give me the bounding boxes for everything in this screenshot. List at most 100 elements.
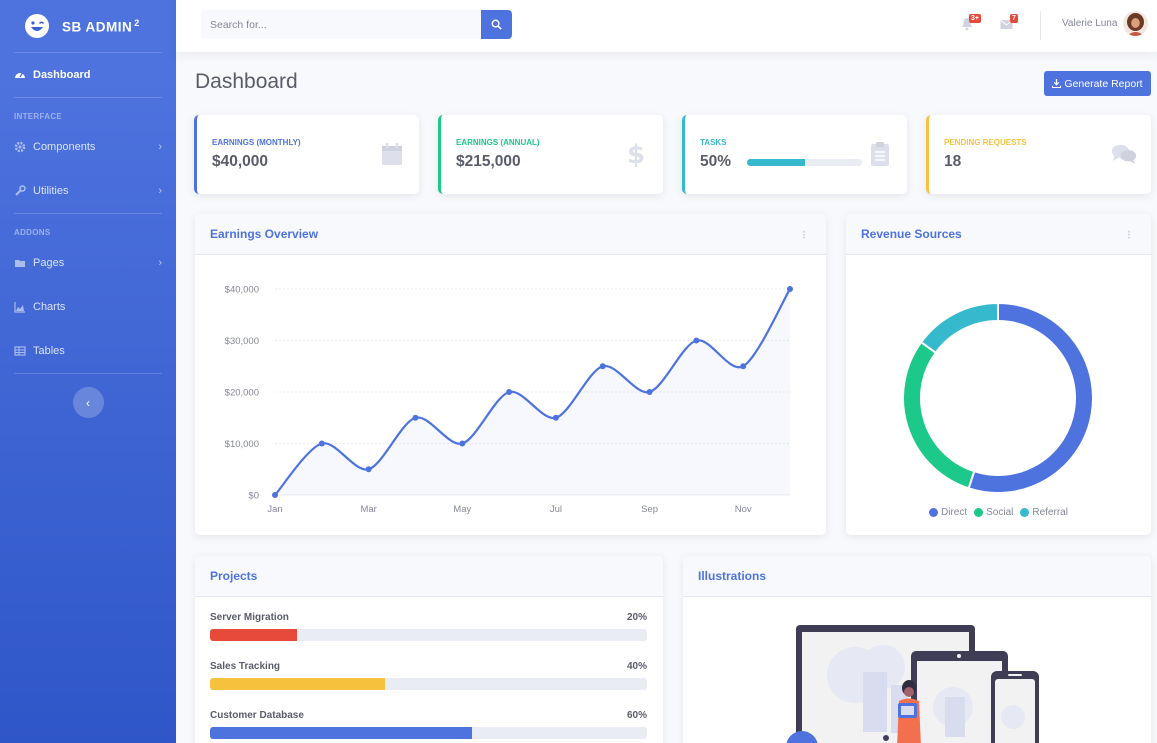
sidebar-item-charts[interactable]: Charts xyxy=(0,285,176,329)
data-point xyxy=(506,389,513,395)
chevron-right-icon: › xyxy=(158,257,162,269)
tasks-progress-bar xyxy=(747,159,862,166)
sidebar-item-components[interactable]: Components › xyxy=(0,125,176,169)
x-tick-label: Jul xyxy=(550,504,562,515)
calendar-icon xyxy=(379,141,405,167)
sidebar-heading-addons: ADDONS xyxy=(14,228,51,237)
dollar-icon: $ xyxy=(623,140,649,168)
sidebar-brand[interactable]: SB ADMIN 2 xyxy=(0,0,176,52)
generate-report-button[interactable]: Generate Report xyxy=(1044,71,1151,96)
project-progress-fill xyxy=(210,629,298,641)
earnings-overview-card: Earnings Overview ··· $0 $10,000 $20,000 $3… xyxy=(195,214,826,535)
legend-item-referral: Referral xyxy=(1020,507,1068,518)
x-tick-label: Sep xyxy=(641,504,658,515)
y-tick-label: $10,000 xyxy=(225,439,259,450)
stat-value: $40,000 xyxy=(212,153,269,170)
topbar-divider xyxy=(1040,11,1041,40)
project-item: Server Migration 20% xyxy=(210,612,647,641)
chart-area-icon xyxy=(14,301,26,313)
folder-icon xyxy=(14,257,26,269)
search-form xyxy=(201,10,512,39)
project-percent: 20% xyxy=(626,612,647,623)
donut-slice-direct xyxy=(967,301,1094,494)
devices-illustration xyxy=(786,625,1039,743)
project-name: Customer Database xyxy=(210,710,304,721)
sidebar-item-pages[interactable]: Pages › xyxy=(0,241,176,285)
stat-card-tasks: TASKS 50% xyxy=(682,115,907,194)
sidebar-item-tables[interactable]: Tables xyxy=(0,329,176,373)
ellipsis-vertical-icon[interactable]: ··· xyxy=(797,229,811,239)
card-title: Earnings Overview xyxy=(210,227,319,241)
stat-label: TASKS xyxy=(700,138,727,147)
y-tick-label: $30,000 xyxy=(225,336,259,347)
sidebar-item-label: Components xyxy=(33,141,96,153)
x-tick-label: Mar xyxy=(360,504,376,515)
sidebar-item-utilities[interactable]: Utilities › xyxy=(0,169,176,213)
sidebar-toggle-button[interactable]: ‹ xyxy=(72,387,104,418)
donut-slice-referral xyxy=(919,301,999,355)
project-progress-bar xyxy=(210,678,647,690)
earnings-line-chart: $0 $10,000 $20,000 $30,000 $40,000 Jan Mar May J… xyxy=(225,285,793,515)
x-tick-label: Jan xyxy=(267,504,282,515)
legend-dot xyxy=(974,508,984,517)
card-title: Revenue Sources xyxy=(861,227,962,241)
project-item: Customer Database 60% xyxy=(210,710,647,739)
messages-dropdown[interactable]: 7 xyxy=(1000,14,1018,33)
project-name: Sales Tracking xyxy=(210,661,281,672)
data-point xyxy=(365,466,372,473)
stat-value: 18 xyxy=(944,153,962,170)
legend-item-social: Social xyxy=(974,507,1013,518)
earnings-series-line xyxy=(274,288,791,496)
tachometer-icon xyxy=(14,69,26,81)
download-icon xyxy=(1052,79,1062,88)
data-point xyxy=(459,440,466,447)
search-input[interactable] xyxy=(201,10,481,39)
revenue-donut-chart xyxy=(902,301,1094,494)
data-point xyxy=(318,440,325,447)
stat-label: PENDING REQUESTS xyxy=(944,138,1027,147)
donut-legend: Direct Social Referral xyxy=(846,507,1151,518)
project-progress-bar xyxy=(210,727,647,739)
sidebar-item-dashboard[interactable]: Dashboard xyxy=(0,53,176,97)
stat-value: 50% xyxy=(700,153,732,170)
svg-text:$: $ xyxy=(628,140,644,168)
stat-card-pending-requests: PENDING REQUESTS 18 xyxy=(926,115,1151,194)
tasks-progress-fill xyxy=(747,159,805,166)
sidebar-item-label: Utilities xyxy=(33,185,69,197)
user-name[interactable]: Valerie Luna xyxy=(1062,18,1118,29)
avatar[interactable] xyxy=(1123,11,1148,36)
sidebar-heading-interface: INTERFACE xyxy=(14,112,63,121)
data-point xyxy=(272,492,278,498)
data-point xyxy=(693,337,700,344)
card-title: Projects xyxy=(210,569,258,583)
y-tick-label: $0 xyxy=(248,491,259,502)
illustrations-card: Illustrations xyxy=(683,556,1151,743)
data-point xyxy=(412,414,419,421)
comments-icon xyxy=(1111,141,1137,167)
sidebar: SB ADMIN 2 Dashboard INTERFACE Components… xyxy=(0,0,176,743)
laugh-wink-icon xyxy=(25,14,49,38)
clipboard-icon xyxy=(867,141,893,167)
data-point xyxy=(740,363,747,370)
topbar: 3+ 7 Valerie Luna xyxy=(176,0,1157,52)
alerts-dropdown[interactable]: 3+ xyxy=(961,14,981,33)
stat-card-earnings-annual: EARNINGS (ANNUAL) $215,000 $ xyxy=(438,115,663,194)
alerts-badge: 3+ xyxy=(969,14,981,23)
project-percent: 40% xyxy=(626,661,647,672)
legend-item-direct: Direct xyxy=(929,507,967,518)
card-title: Illustrations xyxy=(698,569,767,583)
y-tick-label: $40,000 xyxy=(225,285,259,296)
search-button[interactable] xyxy=(481,10,512,39)
messages-badge: 7 xyxy=(1010,14,1018,23)
wrench-icon xyxy=(14,185,26,197)
stat-value: $215,000 xyxy=(456,153,521,170)
project-progress-fill xyxy=(210,727,473,739)
donut-slice-social xyxy=(902,340,976,490)
page-title: Dashboard xyxy=(195,70,298,93)
x-tick-label: May xyxy=(453,504,471,515)
stat-card-earnings-monthly: EARNINGS (MONTHLY) $40,000 xyxy=(194,115,419,194)
cog-icon xyxy=(14,141,26,153)
data-point xyxy=(552,414,559,421)
ellipsis-vertical-icon[interactable]: ··· xyxy=(1122,229,1136,239)
project-item: Sales Tracking 40% xyxy=(210,661,647,690)
